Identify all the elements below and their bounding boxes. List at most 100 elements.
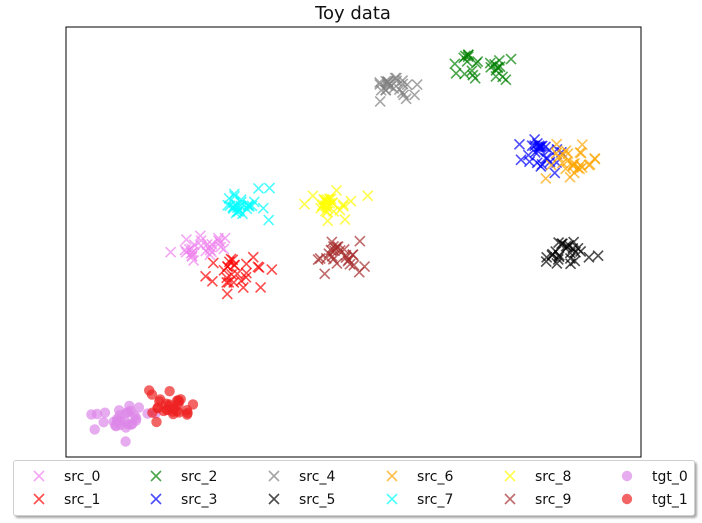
src_6-point	[551, 138, 563, 150]
src_5-point	[569, 246, 582, 258]
src_9-point	[358, 261, 371, 273]
src_3-point	[529, 133, 541, 146]
legend-label-src_0: src_0	[64, 469, 101, 485]
src_8-point	[322, 215, 334, 227]
src_6-point	[583, 159, 595, 171]
src_1-point	[252, 261, 264, 273]
legend-label-src_5: src_5	[299, 492, 336, 508]
src_9-point	[326, 236, 338, 248]
src_2-point	[466, 65, 478, 77]
tgt_0-point	[125, 405, 136, 416]
src_8-point	[307, 190, 319, 202]
src_0-point	[200, 245, 212, 257]
src_6-point	[574, 146, 586, 159]
tgt_0-point	[99, 407, 111, 418]
src_2-point	[484, 57, 496, 69]
src_6-point	[540, 172, 552, 184]
legend-label-src_4: src_4	[299, 469, 336, 485]
tgt_1-point	[151, 416, 162, 428]
legend-label-src_6: src_6	[417, 469, 454, 485]
src_7-point	[235, 196, 247, 208]
src_5-point	[564, 252, 576, 264]
src_7-point	[252, 182, 265, 194]
legend-marker-src_9	[504, 493, 516, 505]
src_1-point	[221, 260, 234, 273]
src_4-point	[382, 78, 395, 90]
legend-marker-src_2	[150, 470, 162, 482]
src_1-point	[266, 263, 278, 276]
src_9-point	[334, 244, 346, 257]
src_3-point	[536, 158, 548, 170]
legend-label-tgt_1: tgt_1	[652, 492, 688, 508]
src_3-point	[513, 138, 526, 150]
src_3-point	[540, 152, 552, 164]
src_9-point	[354, 235, 366, 247]
src_9-point	[320, 252, 332, 264]
legend-marker-src_3	[150, 493, 162, 505]
src_6-point	[574, 163, 586, 175]
src_8-point	[337, 199, 349, 211]
src_8-point	[330, 184, 343, 197]
tgt_1-point	[164, 386, 175, 397]
src_5-point	[540, 255, 552, 268]
tgt_1-point	[168, 403, 180, 414]
legend-label-src_3: src_3	[181, 492, 218, 508]
src_0-point	[165, 246, 177, 258]
src_4-point	[374, 78, 386, 90]
src_5-point	[592, 250, 604, 262]
legend-marker-src_5	[268, 493, 280, 505]
src_7-point	[231, 202, 244, 214]
src_1-point	[255, 281, 267, 294]
tgt_1-point	[175, 394, 186, 405]
src_0-point	[219, 232, 231, 244]
src_7-point	[227, 201, 239, 213]
tgt_1-point	[181, 409, 193, 420]
src_5-point	[553, 249, 565, 261]
tgt_0-point	[120, 436, 131, 447]
src_1-point	[240, 258, 252, 270]
src_7-point	[257, 202, 269, 214]
src_4-point	[374, 95, 386, 108]
src_3-point	[549, 167, 561, 179]
src_0-point	[180, 234, 192, 246]
src_7-point	[223, 192, 235, 204]
src_3-point	[515, 154, 527, 166]
src_1-point	[223, 276, 235, 288]
legend-label-src_1: src_1	[64, 492, 101, 508]
legend-label-src_8: src_8	[535, 469, 572, 485]
legend-label-tgt_0: tgt_0	[652, 469, 688, 485]
tgt_0-point	[126, 418, 138, 430]
legend-marker-tgt_0	[621, 470, 633, 482]
src_8-point	[316, 200, 329, 212]
legend-marker-src_1	[33, 493, 45, 505]
src_5-point	[553, 236, 565, 249]
tgt_1-point	[154, 396, 165, 407]
src_3-point	[522, 149, 534, 161]
src_1-point	[200, 270, 212, 282]
legend: src_0 src_1 src_2 src_3 src_4 src_5 src_6 src_7…	[13, 460, 695, 516]
src_0-point	[179, 244, 191, 256]
src_8-point	[320, 200, 332, 212]
legend-marker-src_0	[33, 470, 45, 482]
src_9-point	[331, 257, 343, 269]
legend-label-src_2: src_2	[181, 469, 218, 485]
src_1-point	[221, 288, 233, 300]
src_7-point	[232, 205, 244, 217]
src_1-point	[240, 267, 252, 279]
src_4-point	[390, 72, 402, 84]
src_2-point	[505, 53, 517, 65]
src_1-point	[231, 268, 243, 280]
src_6-point	[567, 160, 579, 172]
src_1-point	[207, 257, 219, 269]
tgt_0-point	[86, 409, 97, 420]
src_9-point	[340, 252, 352, 264]
src_7-point	[263, 182, 276, 194]
tgt_0-point	[115, 415, 126, 426]
legend-marker-tgt_1	[621, 493, 633, 505]
src_2-point	[470, 57, 482, 69]
src_1-point	[227, 254, 239, 266]
src_6-point	[550, 147, 562, 159]
src_4-point	[398, 89, 410, 101]
tgt_0-point	[133, 402, 145, 413]
data-points	[86, 49, 604, 447]
